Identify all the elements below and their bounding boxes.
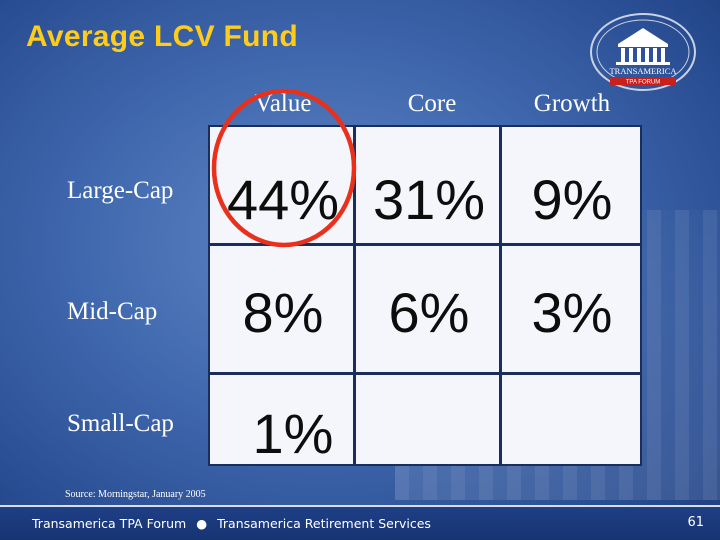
row-header-mid-cap: Mid-Cap [67,298,158,325]
cell-large-growth: 9% [531,168,613,231]
logo-brand-text: TRANSAMERICA [609,66,677,76]
row-header-small-cap: Small-Cap [67,410,174,437]
cell-large-core: 31% [372,168,486,231]
column-header-core: Core [407,90,457,117]
grid-divider [353,127,356,464]
cell-mid-value: 8% [242,281,324,344]
column-header-growth: Growth [533,90,611,117]
source-note: Source: Morningstar, January 2005 [65,489,206,500]
grid-divider [210,372,640,375]
grid-divider [210,243,640,246]
logo-sub-text: TPA FORUM [626,80,661,86]
grid-divider [499,127,502,464]
style-box-grid: 44% 31% 9% 8% 6% 3% 1% [208,125,642,466]
row-header-large-cap: Large-Cap [67,177,174,204]
cell-small-value: 1% [252,402,334,465]
cell-mid-growth: 3% [531,281,613,344]
footer-bar: Transamerica TPA Forum ● Transamerica Re… [0,505,720,540]
footer-left-text: Transamerica TPA Forum [32,516,187,531]
highlight-circle [211,88,357,248]
transamerica-pyramid-logo-icon: TRANSAMERICA TPA FORUM [590,13,696,91]
footer-right-text: Transamerica Retirement Services [217,516,431,531]
page-number: 61 [687,515,704,530]
cell-large-value: 44% [226,168,340,231]
slide-title: Average LCV Fund [26,20,299,53]
footer-separator-bullet: ● [196,516,208,531]
footer-text: Transamerica TPA Forum ● Transamerica Re… [32,516,431,531]
cell-mid-core: 6% [388,281,470,344]
